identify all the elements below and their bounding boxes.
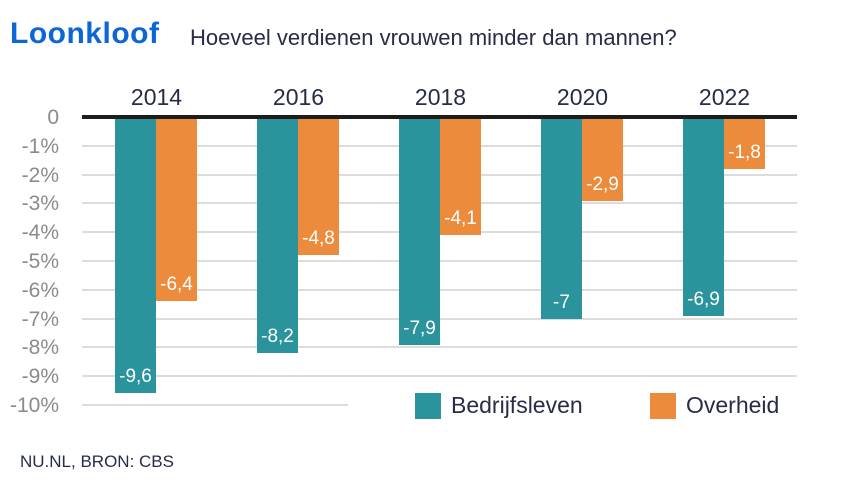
gridline--9% [82, 375, 797, 378]
bar-overheid-2016 [298, 119, 339, 256]
y-axis-tick-0: 0 [47, 106, 59, 129]
y-axis-tick--6%: -6% [21, 278, 59, 302]
bar-bedrijfsleven-2018 [399, 119, 440, 345]
category-label-2020: 2020 [556, 84, 609, 110]
gridline--8% [82, 346, 797, 349]
bar-value-bedrijfsleven-2022: -6,9 [687, 288, 720, 310]
y-axis-tick--2%: -2% [21, 163, 59, 187]
y-axis-tick--1%: -1% [21, 134, 59, 158]
y-axis-tick--5%: -5% [21, 250, 59, 273]
category-label-2014: 2014 [130, 84, 183, 110]
legend-label-bedrijfsleven: Bedrijfsleven [451, 392, 583, 418]
bar-overheid-2014 [156, 119, 197, 302]
legend-label-overheid: Overheid [686, 392, 780, 418]
bar-value-bedrijfsleven-2014: -9,6 [119, 366, 152, 388]
legend-swatch-bedrijfsleven [415, 393, 441, 419]
bar-value-overheid-2022: -1,8 [728, 141, 761, 163]
y-axis-tick--10%: -10% [9, 394, 59, 417]
category-label-2016: 2016 [272, 84, 325, 110]
bar-value-overheid-2020: -2,9 [586, 173, 619, 195]
bar-overheid-2020 [582, 119, 623, 201]
y-axis-tick--3%: -3% [21, 192, 59, 216]
brand-title: Loonkloof [10, 17, 160, 50]
bar-value-bedrijfsleven-2018: -7,9 [403, 317, 436, 339]
bar-overheid-2018 [440, 119, 481, 236]
bar-bedrijfsleven-2014 [115, 119, 156, 394]
bar-overheid-2022 [724, 119, 765, 169]
y-axis-tick--9%: -9% [21, 365, 59, 389]
bar-bedrijfsleven-2022 [683, 119, 724, 316]
legend-swatch-overheid [650, 393, 676, 419]
bar-value-overheid-2014: -6,4 [160, 274, 193, 296]
bar-value-bedrijfsleven-2016: -8,2 [261, 326, 294, 348]
bar-bedrijfsleven-2016 [257, 119, 298, 354]
category-label-2018: 2018 [414, 84, 467, 110]
chart-title: Hoeveel verdienen vrouwen minder dan man… [190, 25, 677, 50]
source-attribution: NU.NL, BRON: CBS [20, 452, 174, 471]
y-axis-tick--8%: -8% [21, 336, 59, 360]
bar-value-bedrijfsleven-2020: -7 [553, 291, 570, 313]
x-axis-zero-line [82, 115, 797, 119]
bar-value-overheid-2018: -4,1 [444, 208, 477, 230]
category-label-2022: 2022 [698, 84, 751, 110]
bar-value-overheid-2016: -4,8 [302, 228, 335, 250]
y-axis-tick--4%: -4% [21, 221, 59, 245]
y-axis-tick--7%: -7% [21, 307, 59, 331]
bar-bedrijfsleven-2020 [541, 119, 582, 319]
gridline--10% [82, 404, 348, 406]
